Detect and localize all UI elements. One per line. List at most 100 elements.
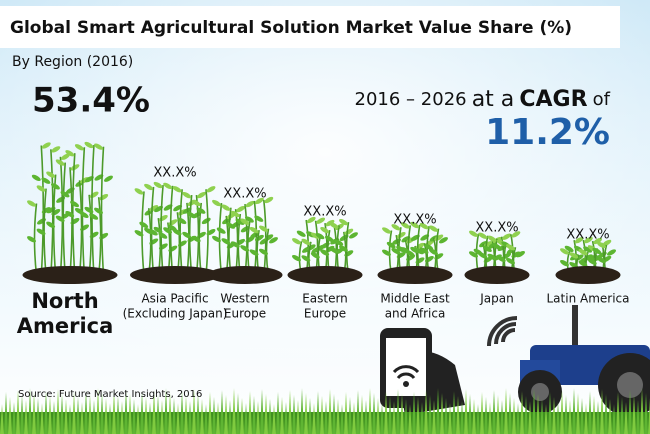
grass-blade bbox=[456, 396, 460, 434]
leaf bbox=[94, 174, 104, 181]
cagr-period: 2016 – 2026 bbox=[355, 89, 467, 110]
grass-blade bbox=[40, 403, 44, 434]
leaf bbox=[50, 183, 60, 190]
grass-blade bbox=[424, 390, 428, 434]
region-label: Western bbox=[220, 292, 269, 306]
region-value: XX.X% bbox=[223, 187, 266, 202]
leaf bbox=[182, 191, 192, 199]
leaf bbox=[245, 200, 255, 208]
leaf bbox=[70, 164, 80, 171]
leaf bbox=[65, 210, 75, 218]
leaf bbox=[429, 248, 438, 255]
leaf bbox=[254, 197, 264, 205]
grass-blade bbox=[500, 400, 504, 434]
grass-blade bbox=[476, 404, 480, 434]
grass-blade bbox=[644, 393, 648, 434]
leaf bbox=[60, 191, 70, 198]
grass-blade bbox=[404, 399, 408, 434]
leaf bbox=[206, 186, 216, 193]
leaf bbox=[420, 234, 430, 241]
grass-blade bbox=[572, 388, 576, 434]
leaf bbox=[597, 256, 606, 264]
grass-blade bbox=[364, 400, 368, 434]
leaf bbox=[296, 230, 306, 237]
soil bbox=[377, 266, 453, 284]
leaf bbox=[212, 199, 221, 207]
grass-blade bbox=[16, 390, 20, 434]
grass-blade bbox=[212, 397, 216, 434]
leaf bbox=[391, 247, 401, 255]
grass-blade bbox=[340, 404, 344, 434]
grass-blade bbox=[196, 394, 200, 434]
leaf bbox=[89, 213, 99, 220]
region-value: XX.X% bbox=[303, 205, 346, 220]
leaf bbox=[479, 240, 488, 248]
grass-blade bbox=[488, 402, 492, 434]
grass-blade bbox=[128, 394, 132, 434]
cagr-label: CAGR bbox=[519, 87, 587, 112]
grass-blade bbox=[72, 392, 76, 434]
leaf bbox=[506, 257, 515, 265]
leaf bbox=[310, 252, 320, 259]
grass-blade bbox=[152, 390, 156, 434]
leaf bbox=[41, 177, 51, 184]
grass-blade bbox=[112, 391, 116, 434]
leaf bbox=[154, 205, 164, 213]
leaf bbox=[382, 227, 391, 234]
grass-blade bbox=[576, 393, 580, 434]
grass-blade bbox=[256, 401, 260, 434]
leaf bbox=[487, 253, 497, 261]
soil bbox=[207, 266, 283, 284]
cagr-line: 2016 – 2026 at a CAGR of bbox=[355, 87, 611, 112]
grass-blade bbox=[0, 404, 4, 434]
leaf bbox=[516, 251, 525, 258]
region-label: Japan bbox=[479, 292, 513, 306]
soil bbox=[464, 266, 530, 284]
leaf bbox=[583, 246, 593, 253]
leaf bbox=[206, 228, 216, 236]
grass-blade bbox=[236, 393, 240, 434]
grass-blade bbox=[604, 394, 608, 434]
leaf bbox=[301, 255, 311, 262]
leaf bbox=[139, 221, 149, 229]
grass-blade bbox=[640, 388, 644, 434]
grass-blade bbox=[460, 401, 464, 434]
grass-blade bbox=[264, 394, 268, 434]
grass-blade bbox=[420, 402, 424, 434]
grass-blade bbox=[580, 398, 584, 434]
leaf bbox=[259, 225, 268, 232]
leaf bbox=[84, 141, 94, 149]
grass-blade bbox=[96, 388, 100, 434]
leaf bbox=[196, 191, 206, 199]
leaf bbox=[324, 235, 334, 243]
leaf bbox=[502, 233, 512, 240]
grass-blade bbox=[600, 389, 604, 434]
grass-blade bbox=[384, 391, 388, 434]
grass-blade bbox=[232, 388, 236, 434]
grass-blade bbox=[48, 396, 52, 434]
leaf bbox=[153, 181, 163, 189]
leaf bbox=[316, 217, 326, 224]
grass-blade bbox=[388, 396, 392, 434]
grass-blade bbox=[324, 401, 328, 434]
grass-blade bbox=[356, 390, 360, 434]
grass-blade bbox=[628, 390, 632, 434]
leaf bbox=[60, 153, 70, 160]
leaf bbox=[429, 225, 438, 232]
leaf bbox=[315, 232, 325, 240]
grass-blade bbox=[376, 398, 380, 434]
grass-blade bbox=[416, 397, 420, 434]
grass-blade bbox=[4, 392, 8, 434]
grass-blade bbox=[632, 395, 636, 434]
grass-blade bbox=[332, 394, 336, 434]
grass-blade bbox=[552, 397, 556, 434]
grass-blade bbox=[380, 403, 384, 434]
leaf bbox=[230, 241, 240, 248]
grass-blade bbox=[84, 390, 88, 434]
grass-blade bbox=[608, 399, 612, 434]
leaf bbox=[349, 232, 358, 239]
grass-blade bbox=[296, 400, 300, 434]
leaf bbox=[186, 211, 196, 219]
leaf bbox=[607, 249, 616, 256]
leaf bbox=[334, 239, 344, 246]
